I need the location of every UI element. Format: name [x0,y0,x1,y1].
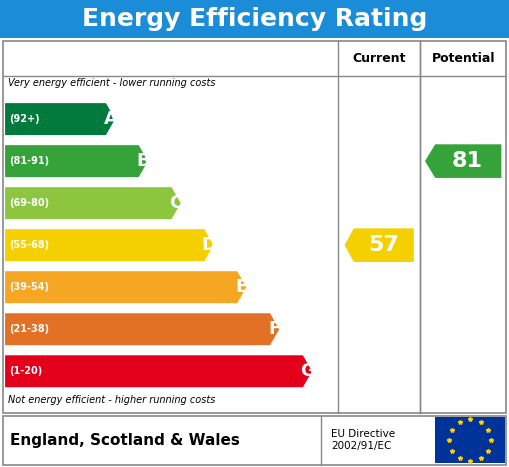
Text: (55-68): (55-68) [9,240,49,250]
Text: D: D [202,236,216,254]
Polygon shape [5,355,312,387]
Polygon shape [5,313,279,345]
Text: (21-38): (21-38) [9,324,49,334]
Text: Very energy efficient - lower running costs: Very energy efficient - lower running co… [8,78,215,88]
Polygon shape [5,103,115,135]
Bar [0,0,509,38]
Polygon shape [5,229,214,261]
Text: E: E [236,278,248,296]
Polygon shape [345,228,414,262]
Text: 57: 57 [368,235,399,255]
Bar [3,416,506,465]
Bar [435,417,505,463]
Text: (81-91): (81-91) [9,156,49,166]
Polygon shape [5,145,148,177]
Text: Energy Efficiency Rating: Energy Efficiency Rating [82,7,427,31]
Text: (1-20): (1-20) [9,366,42,376]
Text: Potential: Potential [432,52,495,64]
Text: Current: Current [352,52,406,64]
Bar [3,41,506,413]
Text: England, Scotland & Wales: England, Scotland & Wales [10,432,240,448]
Text: (69-80): (69-80) [9,198,49,208]
Text: A: A [103,110,118,128]
Polygon shape [5,187,181,219]
Text: Not energy efficient - higher running costs: Not energy efficient - higher running co… [8,395,215,404]
Text: C: C [169,194,183,212]
Polygon shape [5,271,246,303]
Text: G: G [300,362,315,380]
Polygon shape [425,144,501,178]
Text: F: F [269,320,281,338]
Text: (92+): (92+) [9,114,40,124]
Text: B: B [136,152,150,170]
Text: (39-54): (39-54) [9,282,49,292]
Text: EU Directive
2002/91/EC: EU Directive 2002/91/EC [331,429,395,451]
Text: 81: 81 [452,151,483,171]
